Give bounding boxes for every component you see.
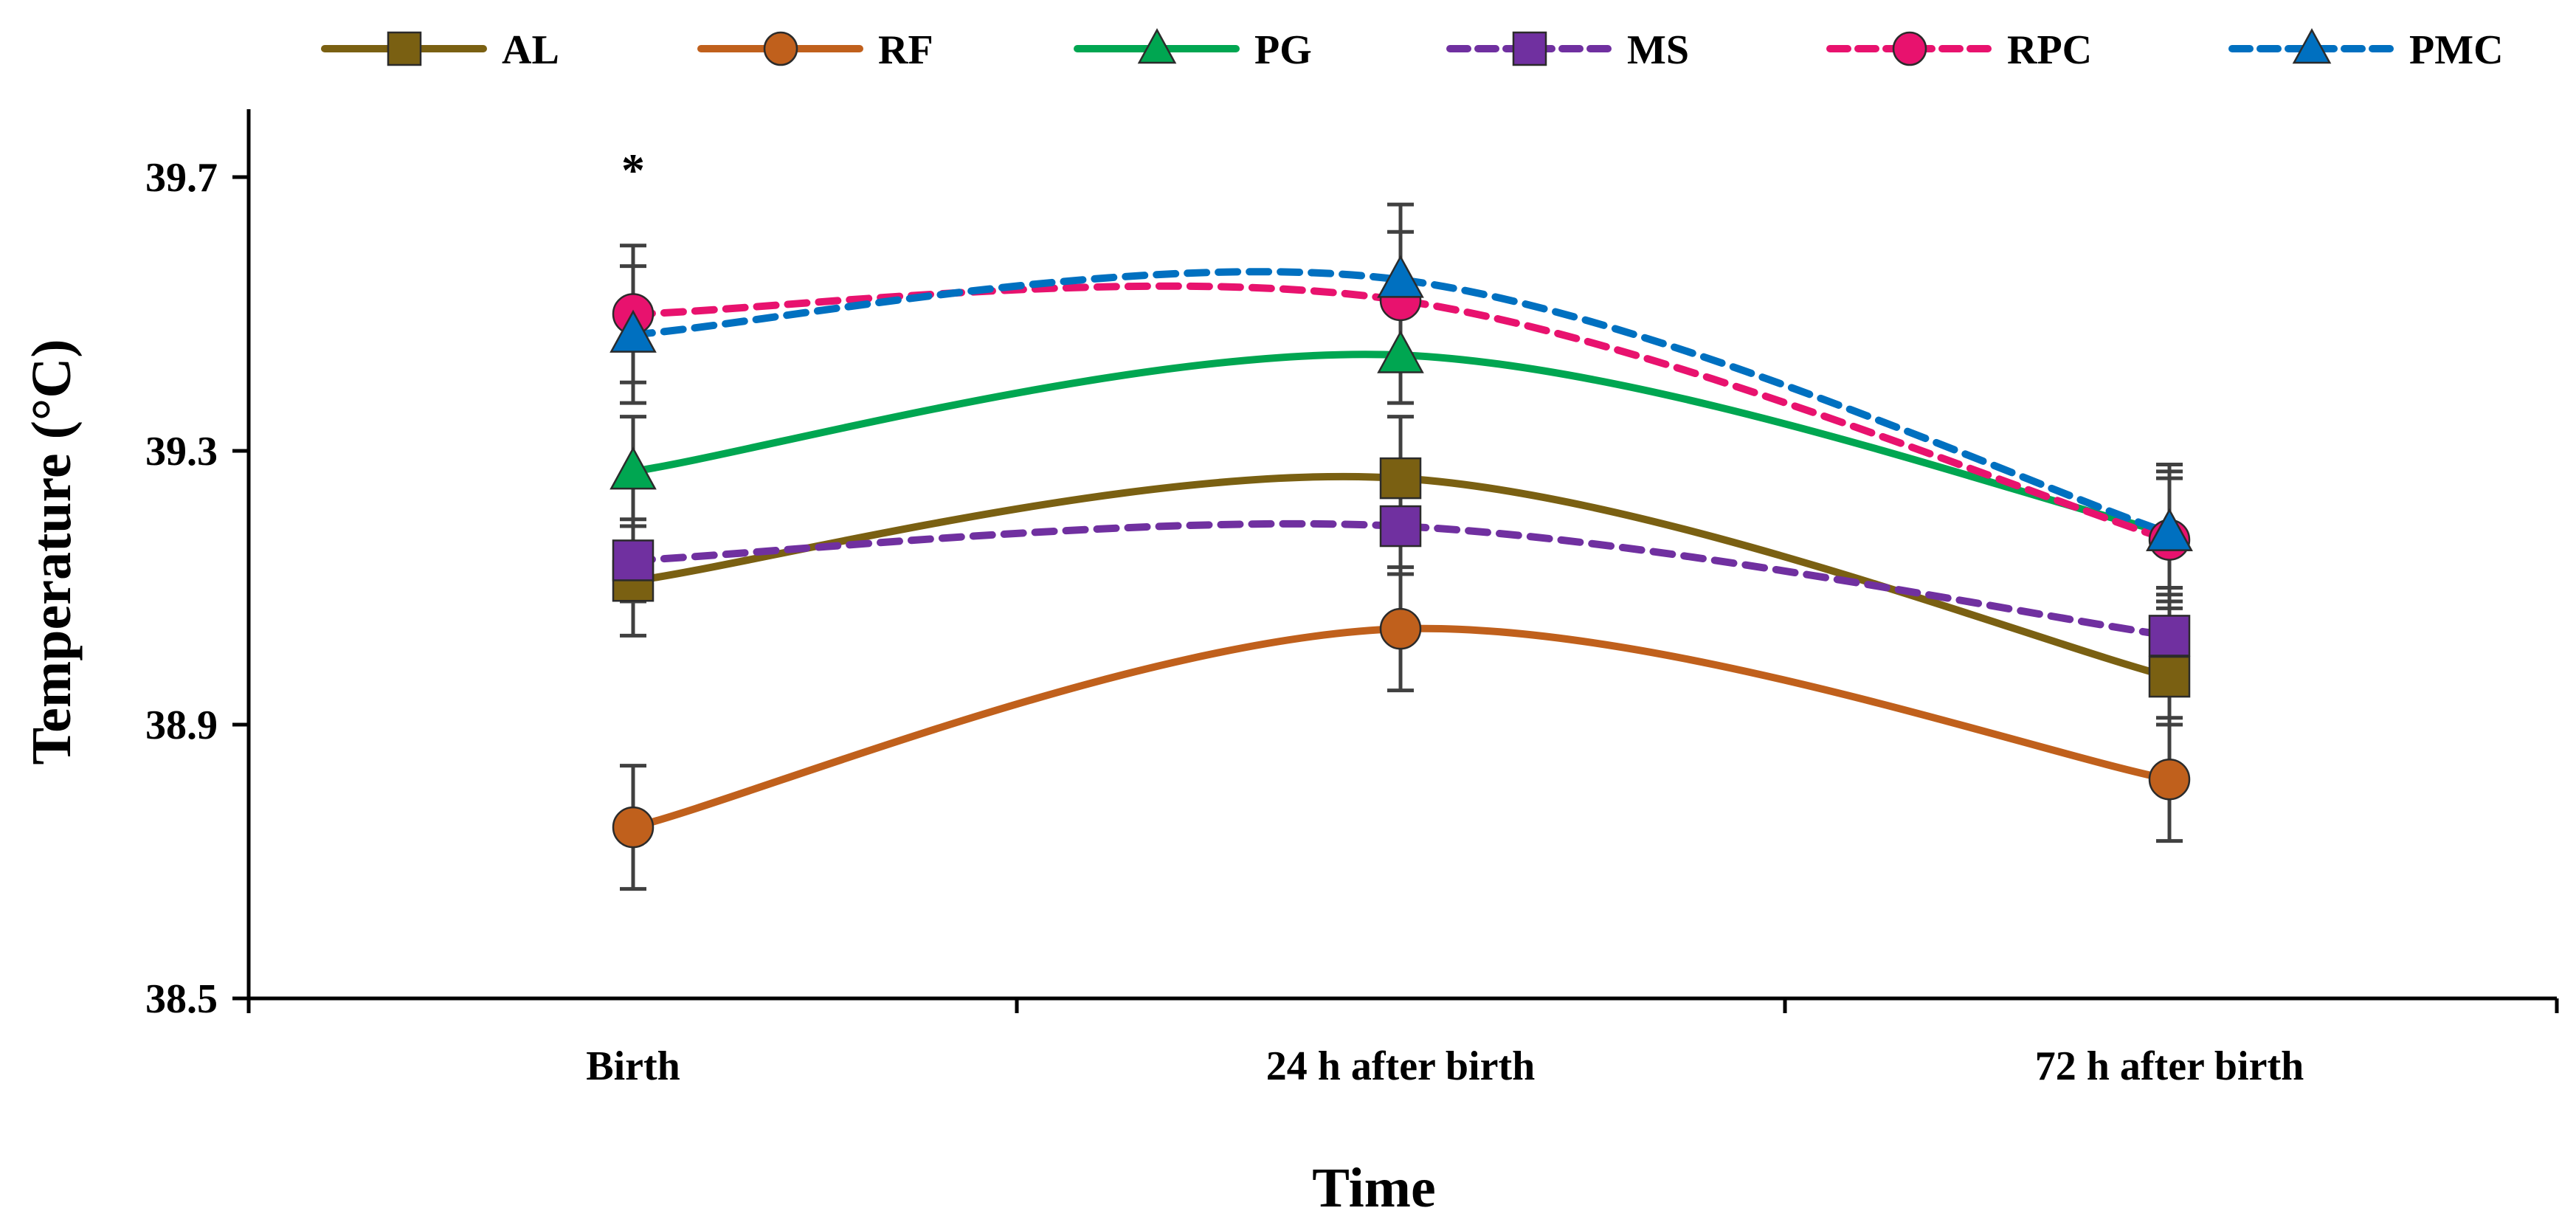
legend-label-rpc: RPC: [2007, 27, 2092, 73]
legend-item-pg: PG: [1074, 27, 1312, 73]
legend-swatch-marker-pmc: [2292, 28, 2332, 64]
x-axis-title: Time: [1312, 1157, 1435, 1219]
legend-item-al: AL: [321, 27, 559, 73]
legend-label-ms: MS: [1627, 27, 1689, 73]
y-ticks: 38.5 38.9 39.3 39.7: [145, 155, 249, 1022]
legend-item-rf: RF: [697, 27, 933, 73]
point-al-2: [2148, 655, 2191, 698]
plot-markers: [610, 255, 2193, 849]
point-pmc-2: [2146, 508, 2193, 551]
legend-item-pmc: PMC: [2228, 27, 2504, 73]
legend-swatch-marker-pg: [1137, 28, 1177, 64]
y-tick-label: 38.9: [145, 703, 218, 748]
legend: AL RF PG MS RPC PMC: [321, 27, 2504, 73]
legend-label-pg: PG: [1254, 27, 1312, 73]
axes: [246, 109, 2557, 1001]
annotations: *: [621, 144, 645, 196]
x-ticks: Birth 24 h after birth 72 h after birth: [246, 998, 2559, 1089]
point-ms-1: [1379, 505, 1422, 548]
legend-label-rf: RF: [878, 27, 933, 73]
series-line-ms: [629, 519, 2173, 640]
legend-swatch-marker-ms: [1512, 31, 1547, 66]
y-tick-label: 39.3: [145, 429, 218, 474]
point-rf-2: [2148, 758, 2191, 801]
legend-swatch-marker-rpc: [1892, 31, 1927, 66]
legend-item-rpc: RPC: [1826, 27, 2092, 73]
x-tick-label-birth: Birth: [586, 1043, 680, 1089]
series-line-rpc: [629, 282, 2173, 544]
significance-asterisk: *: [621, 144, 645, 196]
point-rf-1: [1379, 607, 1422, 650]
y-tick-label: 39.7: [145, 155, 218, 201]
point-pg-0: [610, 446, 657, 490]
legend-label-al: AL: [502, 27, 559, 73]
legend-item-ms: MS: [1446, 27, 1689, 73]
x-tick-label-72-h-after-birth: 72 h after birth: [2035, 1043, 2304, 1089]
point-pmc-1: [1377, 255, 1424, 298]
point-rf-0: [612, 806, 655, 849]
legend-label-pmc: PMC: [2409, 27, 2504, 73]
x-tick-label-24-h-after-birth: 24 h after birth: [1266, 1043, 1536, 1089]
legend-swatch-marker-al: [387, 31, 422, 66]
point-ms-2: [2148, 615, 2191, 657]
point-pmc-0: [610, 309, 657, 353]
point-al-1: [1379, 457, 1422, 500]
y-axis-title: Temperature (°C): [21, 339, 83, 764]
point-pg-1: [1377, 330, 1424, 373]
y-tick-label: 38.5: [145, 976, 218, 1022]
point-ms-0: [612, 539, 655, 581]
legend-swatch-marker-rf: [763, 31, 798, 66]
